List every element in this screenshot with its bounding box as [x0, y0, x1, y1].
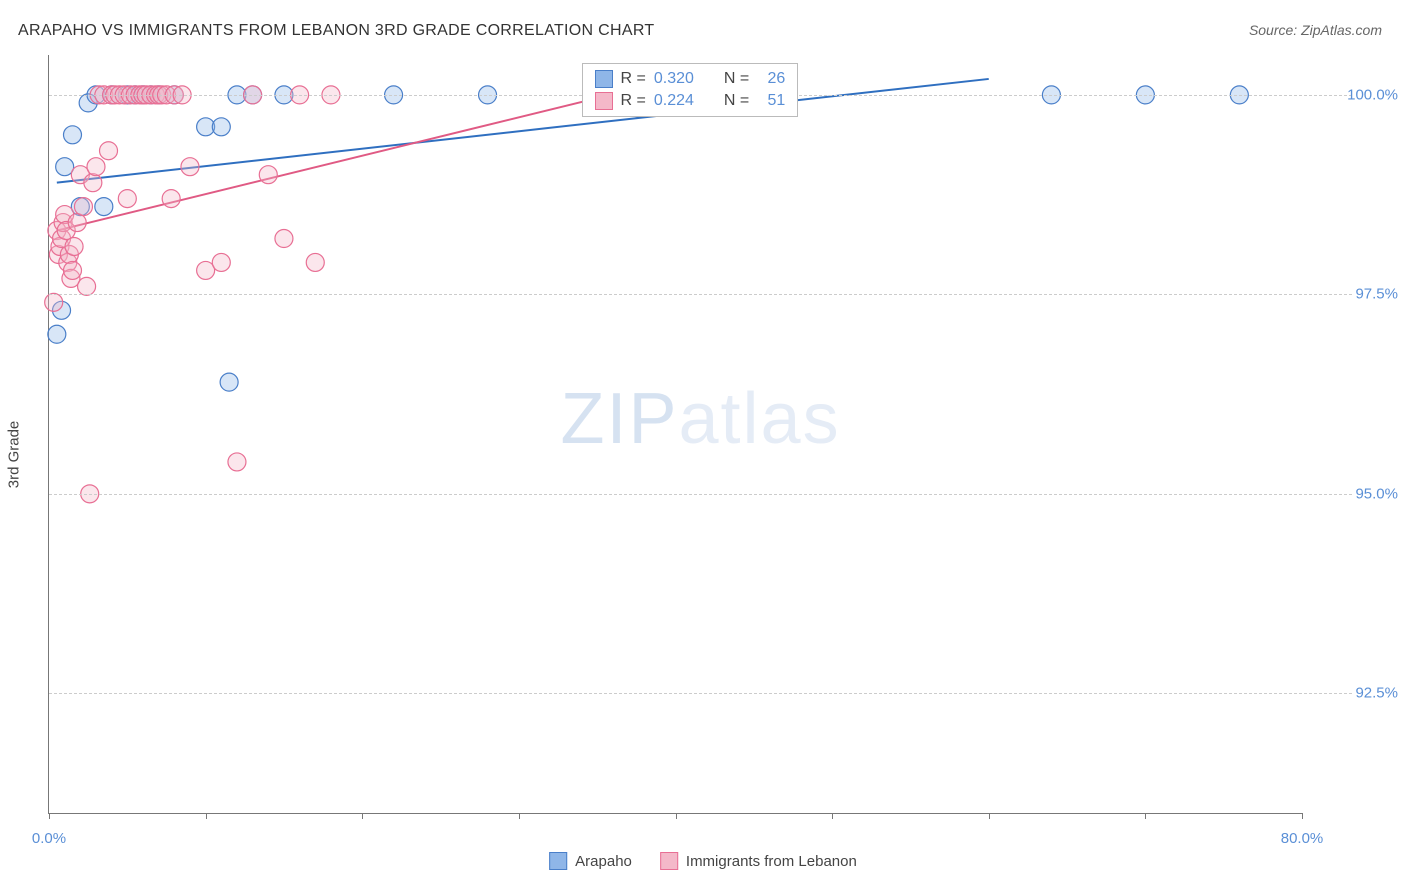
x-tick-label: 80.0% — [1281, 830, 1324, 847]
r-value: 0.224 — [654, 92, 694, 110]
stats-box: R = 0.320 N = 26 R = 0.224 N = 51 — [582, 63, 799, 117]
legend-bottom: Arapaho Immigrants from Lebanon — [549, 852, 857, 870]
n-value: 26 — [757, 70, 785, 88]
scatter-point-lebanon — [65, 237, 83, 255]
x-tick — [989, 813, 990, 819]
n-label: N = — [724, 70, 749, 88]
y-axis-label: 3rd Grade — [6, 421, 23, 489]
scatter-point-lebanon — [84, 174, 102, 192]
source-label: Source: ZipAtlas.com — [1249, 22, 1382, 38]
x-tick — [832, 813, 833, 819]
scatter-point-arapaho — [95, 198, 113, 216]
scatter-point-lebanon — [45, 293, 63, 311]
scatter-point-lebanon — [100, 142, 118, 160]
scatter-point-lebanon — [162, 190, 180, 208]
x-tick — [519, 813, 520, 819]
scatter-point-lebanon — [228, 453, 246, 471]
scatter-point-lebanon — [306, 253, 324, 271]
y-tick-label: 95.0% — [1328, 485, 1398, 502]
scatter-point-lebanon — [63, 261, 81, 279]
legend-item-lebanon: Immigrants from Lebanon — [660, 852, 857, 870]
scatter-point-lebanon — [74, 198, 92, 216]
x-tick — [676, 813, 677, 819]
grid-line — [49, 693, 1352, 694]
y-tick-label: 92.5% — [1328, 685, 1398, 702]
r-label: R = — [621, 92, 646, 110]
legend-label: Arapaho — [575, 853, 632, 870]
grid-line — [49, 494, 1352, 495]
legend-swatch-icon — [595, 92, 613, 110]
scatter-point-lebanon — [87, 158, 105, 176]
chart-title: ARAPAHO VS IMMIGRANTS FROM LEBANON 3RD G… — [18, 22, 654, 40]
chart-container: ARAPAHO VS IMMIGRANTS FROM LEBANON 3RD G… — [0, 0, 1406, 892]
stats-row-arapaho: R = 0.320 N = 26 — [595, 70, 786, 88]
n-label: N = — [724, 92, 749, 110]
n-value: 51 — [757, 92, 785, 110]
x-tick — [1145, 813, 1146, 819]
grid-line — [49, 294, 1352, 295]
scatter-point-arapaho — [48, 325, 66, 343]
scatter-point-arapaho — [63, 126, 81, 144]
stats-row-lebanon: R = 0.224 N = 51 — [595, 92, 786, 110]
legend-swatch-icon — [595, 70, 613, 88]
scatter-point-lebanon — [212, 253, 230, 271]
scatter-point-lebanon — [259, 166, 277, 184]
scatter-point-lebanon — [181, 158, 199, 176]
scatter-point-lebanon — [68, 214, 86, 232]
y-tick-label: 100.0% — [1328, 86, 1398, 103]
plot-area: ZIPatlas 92.5%95.0%97.5%100.0%0.0%80.0%R… — [48, 55, 1302, 814]
scatter-point-arapaho — [220, 373, 238, 391]
x-tick — [49, 813, 50, 819]
y-tick-label: 97.5% — [1328, 286, 1398, 303]
r-value: 0.320 — [654, 70, 694, 88]
legend-item-arapaho: Arapaho — [549, 852, 632, 870]
legend-swatch-icon — [660, 852, 678, 870]
x-tick — [362, 813, 363, 819]
plot-svg — [49, 55, 1302, 813]
scatter-point-lebanon — [275, 230, 293, 248]
r-label: R = — [621, 70, 646, 88]
scatter-point-lebanon — [118, 190, 136, 208]
legend-label: Immigrants from Lebanon — [686, 853, 857, 870]
x-tick-label: 0.0% — [32, 830, 66, 847]
legend-swatch-icon — [549, 852, 567, 870]
scatter-point-lebanon — [78, 277, 96, 295]
scatter-point-arapaho — [212, 118, 230, 136]
x-tick — [206, 813, 207, 819]
x-tick — [1302, 813, 1303, 819]
